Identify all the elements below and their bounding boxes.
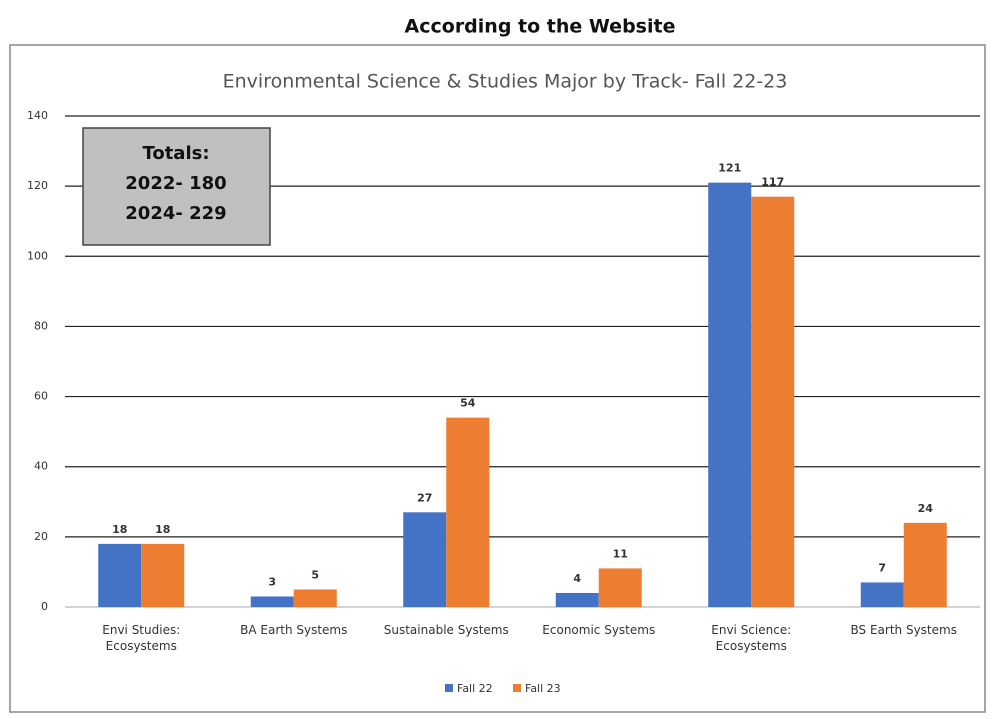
bar: [598, 568, 642, 607]
data-label: 11: [613, 547, 628, 560]
bar: [446, 417, 490, 607]
data-label: 117: [761, 176, 784, 189]
y-tick-label: 40: [34, 460, 48, 473]
x-tick-label: BA Earth Systems: [240, 623, 348, 637]
y-tick-label: 100: [27, 249, 48, 262]
annotation-box: [82, 127, 271, 246]
x-tick-label: Envi Science: Ecosystems: [711, 623, 792, 653]
data-label: 7: [878, 561, 886, 574]
bar: [555, 592, 599, 607]
y-tick-label: 80: [34, 319, 48, 332]
bar: [141, 543, 185, 607]
legend-label: Fall 22: [457, 682, 493, 695]
y-tick-label: 60: [34, 390, 48, 403]
annotation: Totals:: [142, 143, 209, 164]
x-tick-label: Envi Studies: Ecosystems: [102, 623, 181, 653]
x-tick-label: Economic Systems: [542, 623, 656, 637]
y-tick-label: 140: [27, 109, 48, 122]
data-label: 18: [155, 523, 170, 536]
legend-swatch: [513, 684, 521, 692]
annotation: 2022- 180: [125, 173, 226, 194]
data-label: 18: [112, 523, 127, 536]
x-tick-label: Sustainable Systems: [383, 623, 509, 637]
legend-swatch: [445, 684, 453, 692]
bar: [403, 512, 447, 607]
data-label: 3: [268, 575, 276, 588]
y-tick-label: 20: [34, 530, 48, 543]
bar: [250, 596, 294, 607]
data-label: 54: [460, 397, 476, 410]
bar: [708, 182, 752, 607]
bar: [293, 589, 337, 607]
legend-label: Fall 23: [525, 682, 561, 695]
data-label: 24: [918, 502, 934, 515]
data-label: 27: [417, 491, 432, 504]
data-label: 121: [718, 162, 741, 175]
data-label: 5: [311, 568, 319, 581]
y-tick-label: 0: [41, 600, 48, 613]
header-title: According to the Website: [405, 16, 676, 38]
y-tick-label: 120: [27, 179, 48, 192]
chart-title: Environmental Science & Studies Major by…: [223, 71, 788, 93]
x-tick-label: BS Earth Systems: [850, 623, 957, 637]
bar: [860, 582, 904, 607]
data-label: 4: [573, 572, 581, 585]
bar: [98, 543, 142, 607]
annotation: 2024- 229: [125, 203, 226, 224]
bar: [751, 196, 795, 607]
bar: [903, 522, 947, 607]
